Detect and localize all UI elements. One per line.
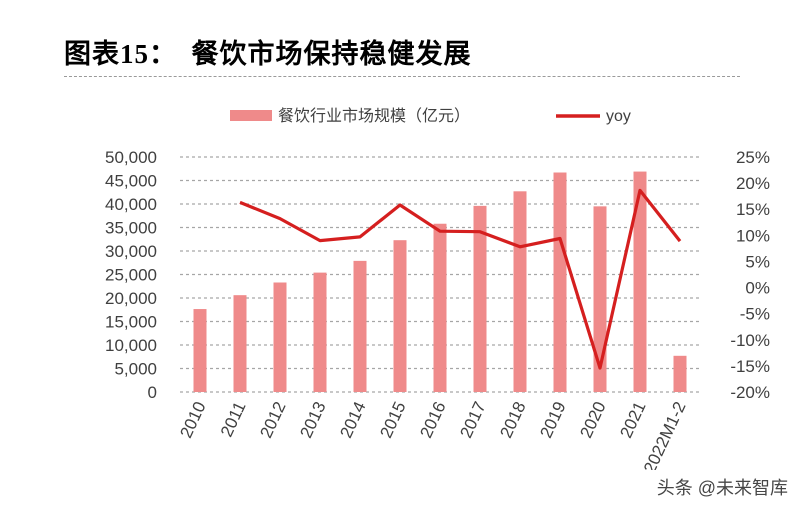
bar-2013 [313,272,327,392]
page-title: 图表15： 餐饮市场保持稳健发展 [64,39,472,69]
bar-series [193,171,687,392]
legend: 餐饮行业市场规模（亿元） yoy [230,107,631,125]
gridlines [180,156,700,393]
right-tick-label: 25% [736,148,770,167]
right-tick-label: 20% [736,174,770,193]
x-tick-label: 2011 [217,399,250,440]
left-tick-label: 5,000 [114,360,157,379]
x-tick-label: 2020 [576,399,609,441]
left-tick-label: 50,000 [105,148,157,167]
combo-chart: 0 5,000 10,000 15,000 20,000 25,000 30,000 35,0… [105,107,770,470]
left-tick-label: 30,000 [105,242,157,261]
x-tick-label: 2021 [616,399,649,441]
x-tick-label: 2018 [496,399,529,441]
left-tick-label: 35,000 [105,219,157,238]
right-tick-label: -20% [730,383,770,402]
x-tick-label: 2012 [256,399,289,441]
x-tick-label: 2015 [376,399,409,441]
right-tick-label: -5% [740,305,770,324]
bar-2014 [353,260,367,392]
x-tick-label: 2014 [336,399,369,441]
bar-2022M1-2 [673,355,687,392]
bar-2020 [593,206,607,392]
right-tick-label: 15% [736,200,770,219]
right-tick-label: 0% [745,279,770,298]
bar-2019 [553,172,567,392]
right-tick-label: -10% [730,331,770,350]
left-tick-label: 10,000 [105,336,157,355]
x-tick-label: 2017 [456,399,489,441]
left-tick-label: 45,000 [105,172,157,191]
left-tick-label: 15,000 [105,313,157,332]
yoy-line [239,188,682,370]
bar-2012 [273,282,287,392]
right-tick-label: -15% [730,357,770,376]
bar-2015 [393,240,407,392]
right-axis-ticks: -20% -15% -10% -5% 0% 5% 10% 15% 20% 25% [730,148,770,402]
bar-2018 [513,191,527,392]
bar-2011 [233,295,247,392]
watermark: 头条 @未来智库 [657,474,788,500]
title-divider [64,76,740,77]
left-tick-label: 20,000 [105,289,157,308]
left-tick-label: 0 [148,383,157,402]
left-axis-ticks: 0 5,000 10,000 15,000 20,000 25,000 30,000 35,0… [105,148,157,402]
x-tick-label: 2019 [536,399,569,441]
bar-2016 [433,223,447,392]
bar-2017 [473,205,487,392]
x-axis-ticks: 2010 2011 2012 2013 2014 2015 2016 2017 2018 2019… [176,399,689,470]
right-tick-label: 10% [736,226,770,245]
legend-bar-label: 餐饮行业市场规模（亿元） [278,107,470,125]
left-tick-label: 40,000 [105,195,157,214]
watermark-text: 头条 @未来智库 [656,478,788,498]
bar-2010 [193,309,207,392]
right-tick-label: 5% [745,252,770,271]
legend-bar-swatch [230,110,272,121]
x-tick-label: 2010 [176,399,209,441]
legend-line-label: yoy [606,108,631,125]
x-tick-label: 2016 [416,399,449,441]
bar-2021 [633,171,647,392]
left-tick-label: 25,000 [105,266,157,285]
x-tick-label: 2013 [296,399,329,441]
